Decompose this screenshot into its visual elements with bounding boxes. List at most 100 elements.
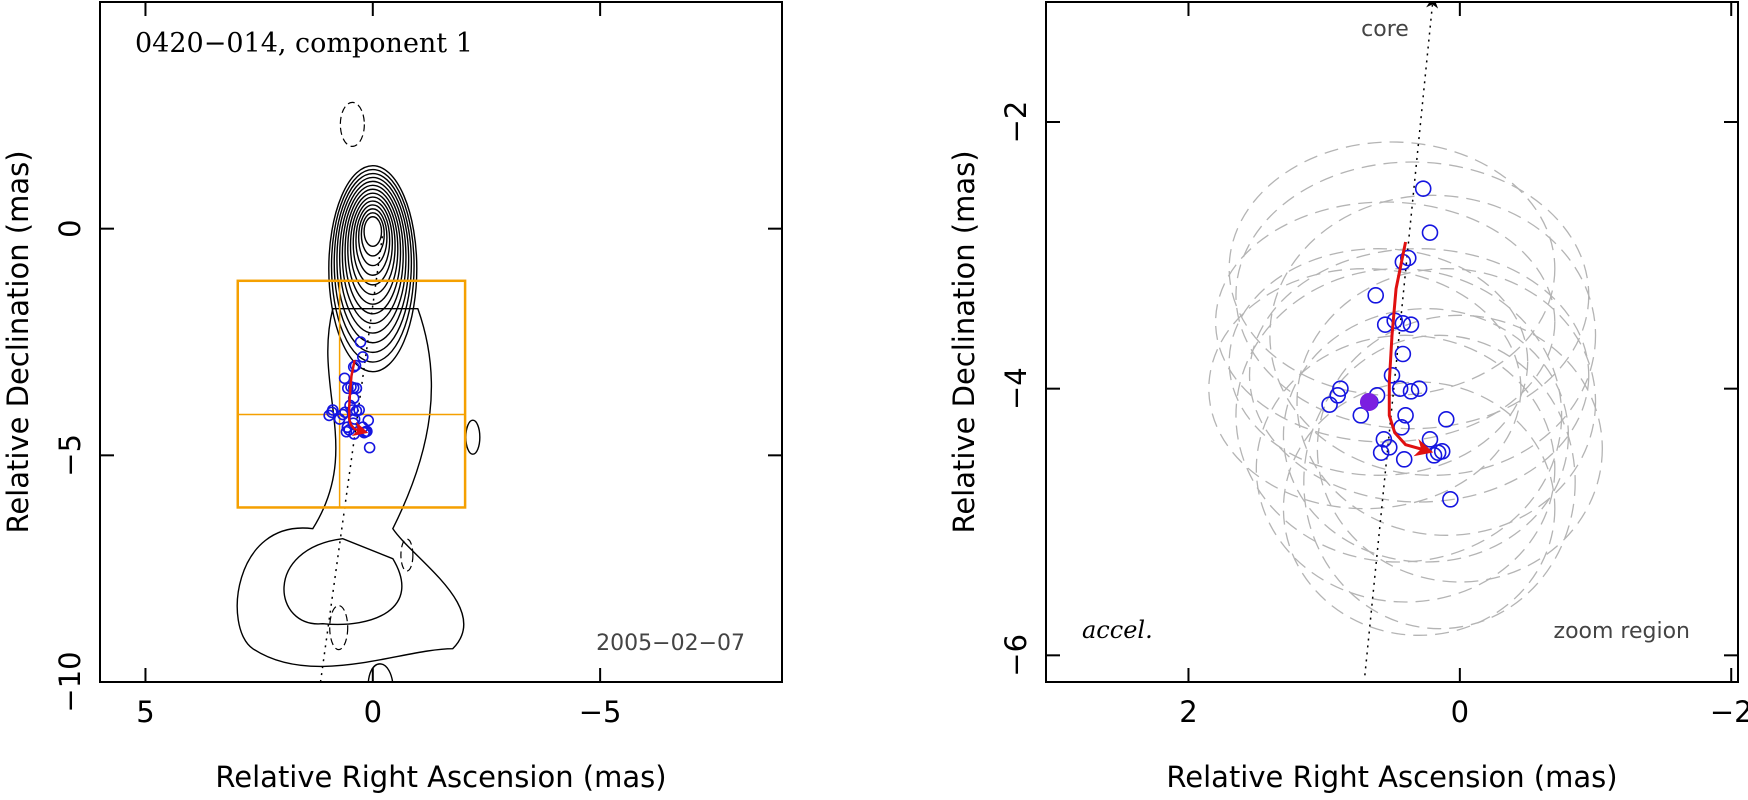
component-position-marker <box>1395 451 1413 468</box>
uncertainty-ellipse <box>1303 334 1576 630</box>
component-position-marker <box>333 413 346 425</box>
component-position-marker <box>1321 396 1338 413</box>
contour-level <box>349 196 396 296</box>
component-position-marker <box>353 404 365 416</box>
trajectory-fit <box>1387 241 1434 457</box>
jet-axis-dotted-line <box>319 233 384 682</box>
component-position-marker <box>1391 380 1409 397</box>
left-y-tick-label: 0 <box>53 219 87 237</box>
contour-level <box>344 188 402 315</box>
right-plot-frame <box>1045 1 1739 683</box>
uncertainty-ellipse <box>1255 334 1556 603</box>
left-chart-title: 0420−014, component 1 <box>135 28 473 59</box>
component-position-marker <box>1410 380 1428 397</box>
uncertainty-ellipse <box>1296 268 1597 536</box>
component-position-marker <box>1394 345 1412 363</box>
contour-level <box>341 184 404 325</box>
accel-label: accel. <box>1082 616 1153 644</box>
contour-level <box>333 172 413 354</box>
right-ticks: 2 0 −2 −6 −4 −2 <box>999 2 1748 729</box>
trajectory-curve <box>347 359 369 437</box>
negative-contour <box>400 538 414 572</box>
component-position-marker <box>323 409 335 422</box>
uncertainty-ellipse <box>1248 248 1590 503</box>
component-position-marker <box>1383 367 1401 384</box>
uncertainty-ellipse <box>1269 194 1597 476</box>
component-position-marker <box>1367 287 1385 304</box>
component-position-marker <box>356 351 369 363</box>
uncertainty-ellipse <box>1228 141 1556 396</box>
left-panel: 5 0 −5 −10 −5 0 0420−014, component 1 2005−02… <box>1 1 783 794</box>
jet-axis-dotted-line <box>1364 2 1439 676</box>
component-position-marker <box>1437 411 1455 428</box>
right-x-axis-label: Relative Right Ascension (mas) <box>1166 760 1617 794</box>
core-label: core <box>1361 17 1409 42</box>
uncertainty-ellipse <box>1208 268 1522 510</box>
uncertainty-ellipses <box>1208 141 1603 636</box>
zoom-box-rect <box>236 279 467 509</box>
left-y-tick-label: −10 <box>53 651 87 712</box>
contour-level <box>330 168 415 363</box>
left-y-axis-label: Relative Declination (mas) <box>1 150 35 533</box>
component-position-marker <box>1380 439 1398 456</box>
negative-contour <box>329 604 349 651</box>
component-position-marker <box>1442 491 1459 508</box>
right-x-tick-label: 0 <box>1451 695 1469 729</box>
left-x-tick-label: 5 <box>136 695 154 729</box>
right-y-tick-label: −6 <box>999 634 1033 677</box>
component-position-marker <box>363 441 376 454</box>
component-position-marker <box>341 382 354 395</box>
contour-level <box>357 208 388 267</box>
trajectory-fit <box>347 359 369 437</box>
right-x-tick-label: −2 <box>1710 695 1748 729</box>
component-position-marker <box>1329 387 1347 404</box>
uncertainty-ellipse <box>1282 308 1570 563</box>
component-position-marker <box>354 336 367 348</box>
trajectory-curve <box>1387 241 1434 457</box>
left-y-tick-label: −5 <box>53 434 87 477</box>
filled-position-marker <box>1359 393 1378 411</box>
component-position-marker <box>1414 180 1432 197</box>
contour-level <box>338 180 407 334</box>
negative-contour <box>339 101 365 148</box>
left-plot-area <box>236 101 481 682</box>
component-position-marker <box>338 372 351 385</box>
component-position-marker <box>1376 316 1394 333</box>
observation-date: 2005−02−07 <box>596 631 745 656</box>
left-x-axis-label: Relative Right Ascension (mas) <box>215 760 666 794</box>
contour-level <box>336 176 410 344</box>
contour-blob <box>465 419 481 455</box>
outer-contour <box>236 307 465 668</box>
component-position-marker <box>326 406 338 419</box>
contour-level <box>352 200 394 286</box>
component-position-marker <box>1397 407 1414 424</box>
inner-contour <box>283 537 403 626</box>
right-y-tick-label: −2 <box>999 101 1033 144</box>
right-y-tick-label: −4 <box>999 367 1033 410</box>
uncertainty-ellipse <box>1228 248 1529 476</box>
contour-map <box>236 101 481 682</box>
right-plot-area <box>1208 2 1603 676</box>
left-ticks: 5 0 −5 −10 −5 0 <box>53 2 782 729</box>
right-panel: 2 0 −2 −6 −4 −2 core accel. zoom region Relat… <box>947 1 1748 794</box>
dotted-axis-line <box>1364 2 1439 676</box>
right-x-tick-label: 2 <box>1179 695 1197 729</box>
component-position-marker <box>1421 224 1439 241</box>
left-x-tick-label: 0 <box>364 695 382 729</box>
component-positions <box>1321 180 1459 508</box>
contour-level <box>360 212 385 257</box>
contour-level <box>355 204 391 276</box>
dotted-axis-line <box>319 233 384 682</box>
contour-level <box>328 164 418 373</box>
component-position-marker <box>1402 316 1420 333</box>
contour-level <box>363 216 383 248</box>
contour-level <box>347 192 399 305</box>
component-position-marker <box>1352 407 1370 424</box>
component-position-marker <box>1394 315 1412 332</box>
uncertainty-ellipse <box>1282 381 1556 636</box>
component-position-marker <box>1372 444 1390 461</box>
left-x-tick-label: −5 <box>579 695 622 729</box>
zoom-region-label: zoom region <box>1554 619 1690 644</box>
component-position-marker <box>1402 383 1420 400</box>
